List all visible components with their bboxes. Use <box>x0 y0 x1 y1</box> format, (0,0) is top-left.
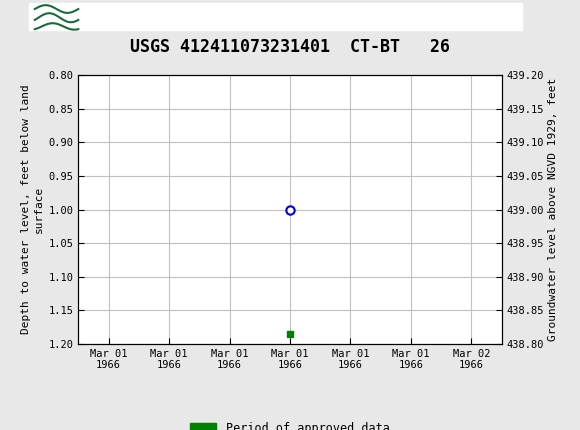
Legend: Period of approved data: Period of approved data <box>190 422 390 430</box>
Text: USGS: USGS <box>93 6 161 26</box>
Y-axis label: Depth to water level, feet below land
surface: Depth to water level, feet below land su… <box>21 85 44 335</box>
Y-axis label: Groundwater level above NGVD 1929, feet: Groundwater level above NGVD 1929, feet <box>548 78 558 341</box>
Text: USGS 412411073231401  CT-BT   26: USGS 412411073231401 CT-BT 26 <box>130 38 450 56</box>
FancyBboxPatch shape <box>29 3 522 30</box>
